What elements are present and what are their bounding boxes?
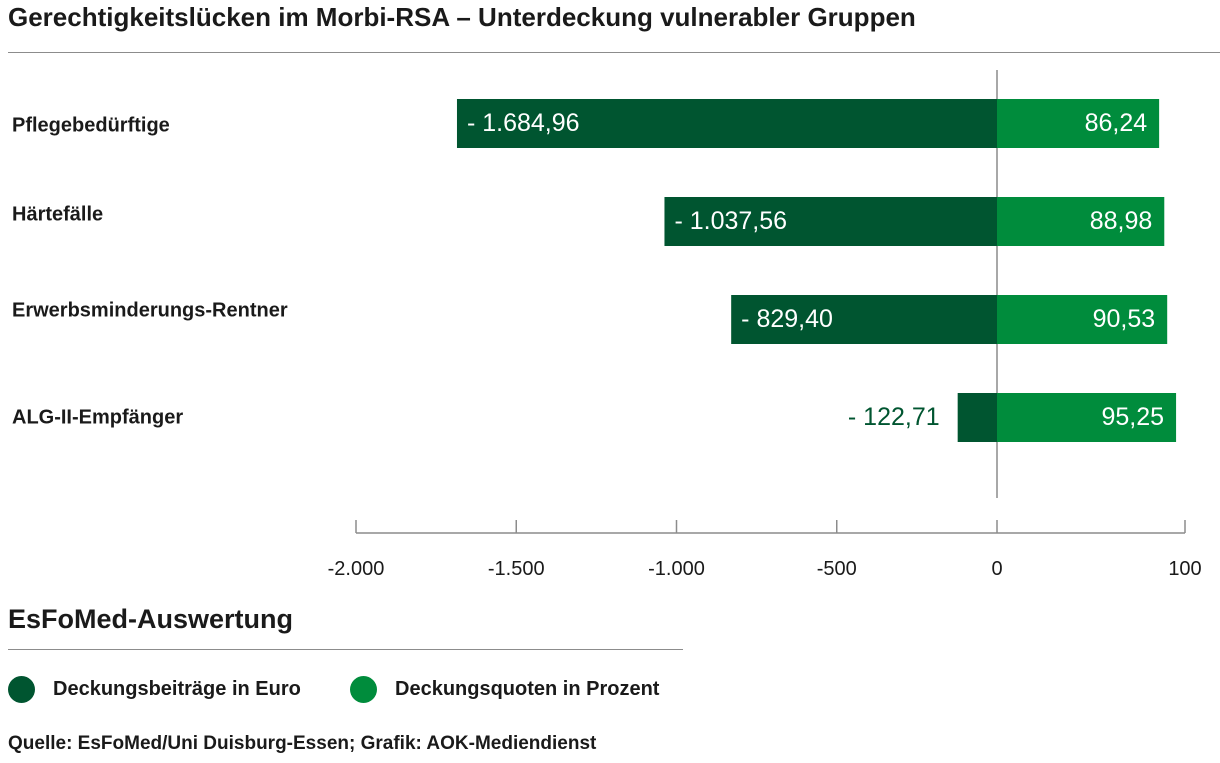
category-label-2: Erwerbsminderungs-Rentner [12,299,288,321]
data-label-euro-3: - 122,71 [848,403,940,431]
legend-item-euro: Deckungsbeiträge in Euro [8,676,301,703]
subtitle-divider [8,649,683,650]
category-label-3: ALG-II-Empfänger [12,406,183,428]
x-tick-label-1: -1.500 [488,558,545,580]
source-note: Quelle: EsFoMed/Uni Duisburg-Essen; Graf… [8,733,597,754]
data-label-percent-1: 88,98 [1090,207,1153,235]
chart-subtitle: EsFoMed-Auswertung [8,604,294,634]
bar-chart: Pflegebedürftige - 1.684,96 86,24 Härtefäll… [12,70,1202,580]
legend-label-euro: Deckungsbeiträge in Euro [53,678,301,700]
data-label-euro-1: - 1.037,56 [674,207,787,235]
x-tick-label-3: -500 [817,558,857,580]
x-tick-label-0: -2.000 [328,558,385,580]
x-tick-label-4: 0 [991,558,1002,580]
data-label-euro-0: - 1.684,96 [467,109,580,137]
data-label-percent-2: 90,53 [1093,305,1156,333]
bar-percent-1 [997,197,1165,246]
bar-euro-3 [957,393,997,442]
chart-title: Gerechtigkeitslücken im Morbi-RSA – Unte… [8,2,916,32]
data-label-euro-2: - 829,40 [741,305,833,333]
category-label-0: Pflegebedürftige [12,114,170,136]
bar-percent-3 [997,393,1177,442]
x-tick-label-2: -1.000 [648,558,705,580]
legend-swatch-percent [350,676,377,703]
bar-percent-0 [997,99,1160,148]
legend-swatch-euro [8,676,35,703]
bar-percent-2 [997,295,1168,344]
data-label-percent-0: 86,24 [1085,109,1148,137]
legend-item-percent: Deckungsquoten in Prozent [350,676,659,703]
x-tick-label-5: 100 [1168,558,1201,580]
title-divider [8,52,1220,53]
bar-euro-1 [664,197,997,246]
data-label-percent-3: 95,25 [1102,403,1165,431]
category-label-1: Härtefälle [12,203,103,225]
bar-euro-2 [731,295,997,344]
bar-euro-0 [456,99,997,148]
legend-label-percent: Deckungsquoten in Prozent [395,678,660,700]
